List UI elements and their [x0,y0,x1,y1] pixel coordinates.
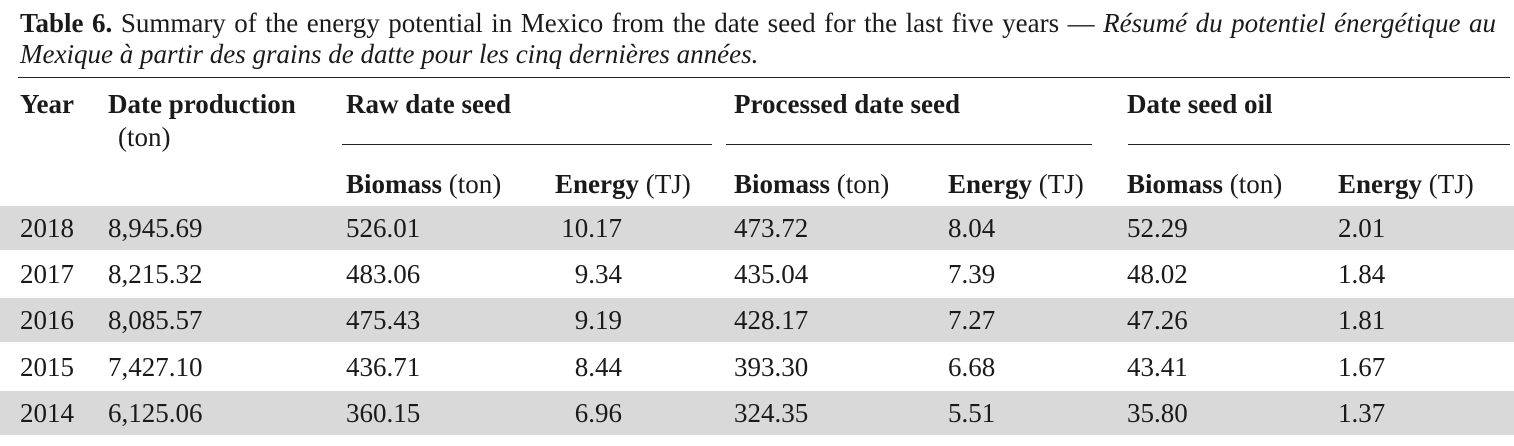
table-cell-raw-energy: 9.19 [574,305,622,335]
table-cell-raw-biomass: 526.01 [346,213,421,243]
table-cell-production: 7,427.10 [108,352,203,382]
oil-group-rule [1128,144,1510,145]
table-cell-raw-energy: 9.34 [574,259,622,289]
table-cell-proc-energy: 8.04 [948,213,996,243]
table-cell-proc-biomass: 428.17 [734,305,809,335]
table-cell-raw-energy: 8.44 [574,352,622,382]
table-cell-oil-biomass: 52.29 [1127,213,1188,243]
table-cell-oil-energy: 2.01 [1338,213,1386,243]
table-cell-production: 8,945.69 [108,213,203,243]
header-date-production-unit: (ton) [118,122,171,152]
table-cell-raw-biomass: 436.71 [346,352,421,382]
raw-group-rule [342,144,712,145]
row-shade-2014 [0,391,1514,435]
table-cell-proc-energy: 5.51 [948,398,996,428]
subheader-processed-biomass: Biomass (ton) [734,169,890,199]
table-cell-year: 2018 [20,213,74,243]
table-cell-proc-energy: 7.27 [948,305,996,335]
table-cell-production: 6,125.06 [108,398,203,428]
caption-label: Table 6. [20,8,113,38]
table-cell-oil-energy: 1.81 [1338,305,1386,335]
table-cell-year: 2015 [20,352,74,382]
subheader-oil-biomass: Biomass (ton) [1127,169,1283,199]
subheader-oil-energy: Energy (TJ) [1338,169,1474,199]
subheader-raw-biomass: Biomass (ton) [346,169,502,199]
row-shade-2016 [0,298,1514,342]
table-caption: Table 6. Summary of the energy potential… [20,8,1496,70]
subheader-raw-energy: Energy (TJ) [555,169,691,199]
table-cell-proc-biomass: 324.35 [734,398,809,428]
header-processed-date-seed: Processed date seed [734,89,960,119]
table-cell-proc-energy: 6.68 [948,352,996,382]
table-cell-proc-biomass: 473.72 [734,213,809,243]
table-cell-oil-energy: 1.84 [1338,259,1386,289]
table-cell-raw-energy: 10.17 [561,213,622,243]
table-cell-oil-biomass: 48.02 [1127,259,1188,289]
table-cell-oil-energy: 1.67 [1338,352,1386,382]
table-cell-raw-biomass: 475.43 [346,305,421,335]
table-cell-year: 2014 [20,398,74,428]
table-cell-raw-biomass: 483.06 [346,259,421,289]
table-cell-oil-energy: 1.37 [1338,398,1386,428]
table-cell-year: 2016 [20,305,74,335]
processed-group-rule [726,144,1092,145]
caption-english: Summary of the energy potential in Mexic… [120,8,1060,38]
caption-period: . [751,39,759,69]
table-cell-proc-biomass: 393.30 [734,352,809,382]
table-cell-raw-energy: 6.96 [574,398,622,428]
table-cell-production: 8,085.57 [108,305,203,335]
table-cell-year: 2017 [20,259,74,289]
subheader-processed-energy: Energy (TJ) [948,169,1084,199]
row-shade-2018 [0,206,1514,250]
table-cell-oil-biomass: 35.80 [1127,398,1188,428]
table-cell-raw-biomass: 360.15 [346,398,421,428]
table-cell-proc-biomass: 435.04 [734,259,809,289]
caption-separator: — [1067,8,1095,38]
caption-french: Résumé du potentiel énergétique au Mexiq… [20,8,1497,69]
table-cell-proc-energy: 7.39 [948,259,996,289]
top-rule [18,77,1510,78]
table-cell-oil-biomass: 47.26 [1127,305,1188,335]
header-raw-date-seed: Raw date seed [346,89,511,119]
table-cell-oil-biomass: 43.41 [1127,352,1188,382]
table-cell-production: 8,215.32 [108,259,203,289]
header-date-seed-oil: Date seed oil [1127,89,1273,119]
header-year: Year [20,89,74,119]
header-date-production: Date production [108,89,296,119]
